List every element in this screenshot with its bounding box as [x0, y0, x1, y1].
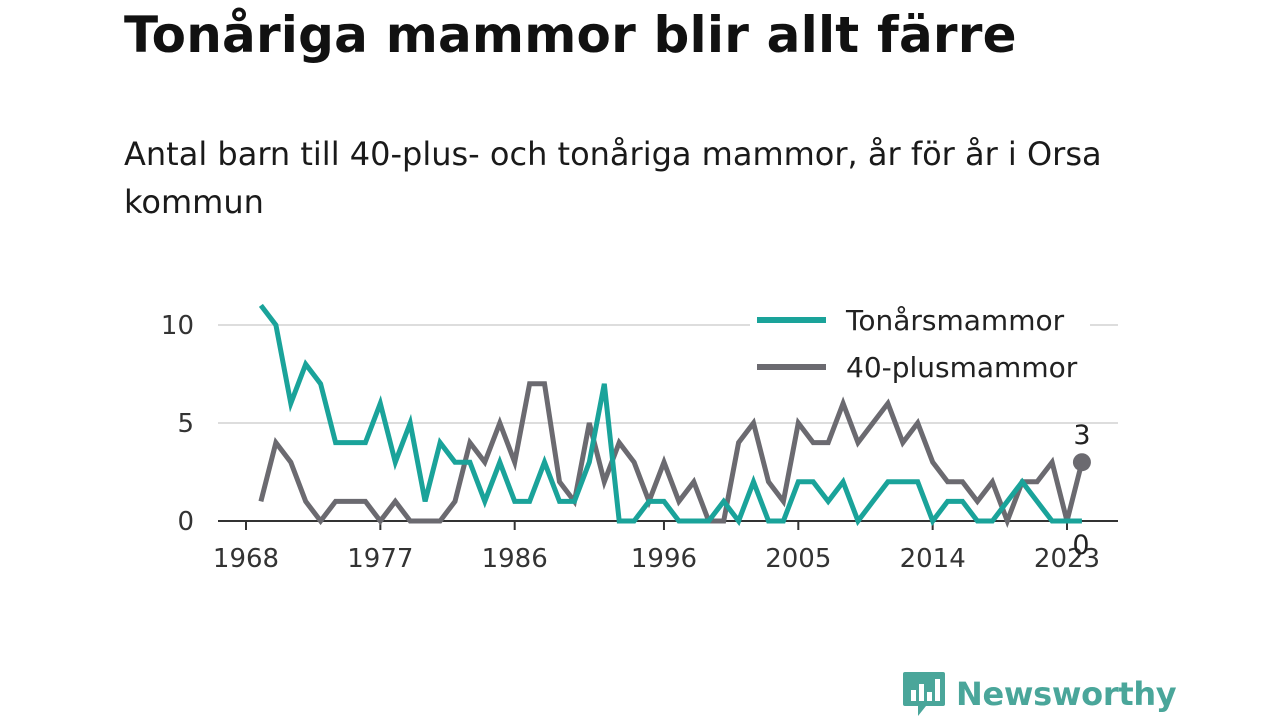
y-tick-label-5: 5	[177, 409, 194, 439]
x-tick-label-1986: 1986	[482, 544, 548, 574]
legend-label-tonarsmammor: Tonårsmammor	[845, 304, 1065, 337]
x-tick-label-2005: 2005	[765, 544, 831, 574]
legend-label-40-plusmammor: 40-plusmammor	[846, 351, 1078, 384]
brand-logo: Newsworthy	[902, 670, 1177, 718]
x-tick-label-2023: 2023	[1034, 544, 1100, 574]
chart-title: Tonåriga mammor blir allt färre	[124, 6, 1017, 64]
x-tick-label-2014: 2014	[900, 544, 966, 574]
y-tick-label-10: 10	[161, 311, 194, 341]
x-tick-label-1968: 1968	[213, 544, 279, 574]
series-layer	[258, 303, 1085, 529]
series-line-tonarsmammor	[258, 303, 1082, 527]
y-tick-label-0: 0	[177, 507, 194, 537]
brand-name: Newsworthy	[956, 675, 1177, 713]
end-label-tonarsmammor: 0	[1072, 530, 1089, 561]
x-tick-label-1996: 1996	[631, 544, 697, 574]
series-line-40-plusmammor	[258, 381, 1085, 529]
end-marker-40-plusmammor	[1072, 453, 1091, 472]
legend: Tonårsmammor 40-plusmammor	[750, 302, 1090, 387]
bar-chart-speech-bubble-icon	[903, 672, 945, 716]
axis-layer: 0 5 10 1968 1977 1986 1996 2005 2014 2023	[161, 311, 1118, 574]
chart-subtitle: Antal barn till 40-plus- och tonåriga ma…	[124, 135, 1102, 221]
x-tick-label-1977: 1977	[347, 544, 413, 574]
label-layer: 03	[1072, 420, 1091, 561]
end-label-40-plusmammor: 3	[1073, 420, 1090, 451]
